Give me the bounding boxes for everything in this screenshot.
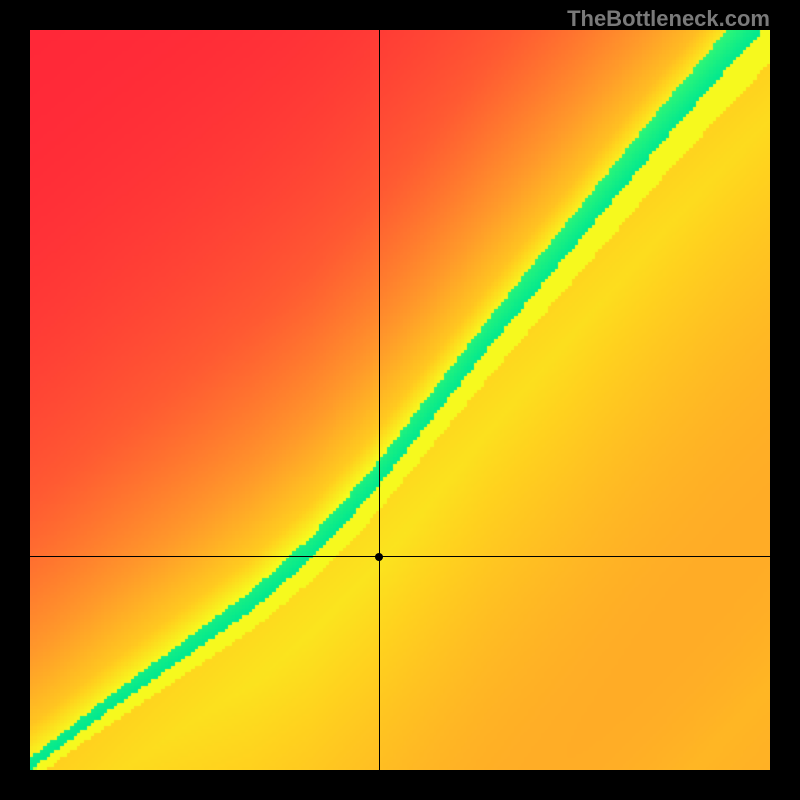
- crosshair-vertical: [379, 30, 380, 770]
- heatmap-canvas: [30, 30, 770, 770]
- watermark-text: TheBottleneck.com: [567, 6, 770, 32]
- crosshair-horizontal: [30, 556, 770, 557]
- plot-area: [30, 30, 770, 770]
